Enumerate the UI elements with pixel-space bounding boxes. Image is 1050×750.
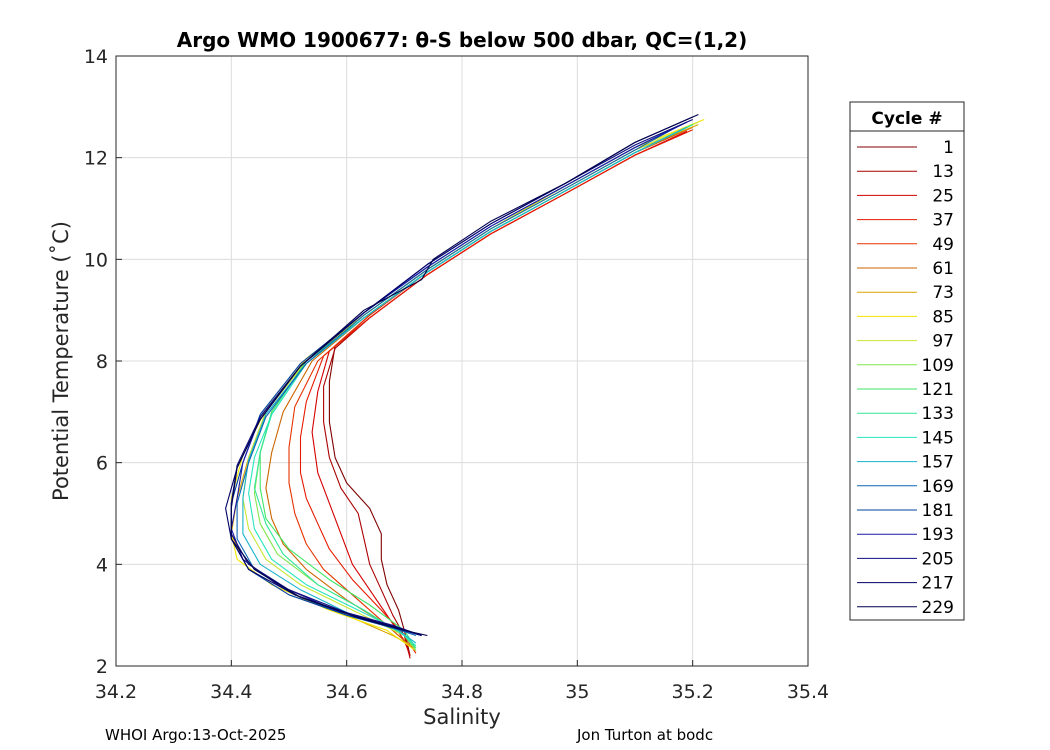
- y-tick-label: 14: [84, 46, 108, 68]
- y-axis: 2 4 6 8 10 12 14: [84, 46, 122, 678]
- x-tick-label: 34.2: [95, 681, 137, 703]
- y-tick-label: 6: [96, 453, 108, 475]
- y-axis-label: Potential Temperature (˚C): [49, 221, 73, 501]
- series-line-17: [230, 121, 688, 637]
- series-lines: [225, 113, 705, 659]
- y-tick-label: 12: [84, 148, 108, 170]
- x-tick-label: 35: [565, 681, 589, 703]
- legend-title: Cycle #: [871, 109, 942, 129]
- legend-label-73: 73: [932, 283, 954, 303]
- legend-label-169: 169: [922, 477, 954, 497]
- series-line-4: [299, 129, 693, 654]
- legend-label-145: 145: [922, 428, 954, 448]
- x-tick-label: 34.4: [210, 681, 252, 703]
- footer-right: Jon Turton at bodc: [576, 726, 713, 744]
- legend-label-133: 133: [922, 404, 954, 424]
- legend-label-97: 97: [932, 332, 954, 352]
- legend-entries: 1 13 25 37 49 61 73 85 97 109 121 133 145 157 169 181 19…: [857, 138, 954, 618]
- legend-box: [849, 101, 965, 621]
- series-line-14: [242, 126, 688, 644]
- legend-label-49: 49: [932, 235, 954, 255]
- legend-label-181: 181: [922, 501, 954, 521]
- legend-label-37: 37: [932, 211, 954, 231]
- legend-label-229: 229: [922, 598, 954, 618]
- legend-label-157: 157: [922, 453, 954, 473]
- legend-label-61: 61: [932, 259, 954, 279]
- x-tick-label: 34.6: [326, 681, 368, 703]
- y-tick-label: 2: [96, 656, 108, 678]
- legend-label-1: 1: [943, 138, 954, 158]
- legend-label-13: 13: [932, 162, 954, 182]
- x-tick-label: 35.2: [672, 681, 714, 703]
- x-axis-label: Salinity: [423, 705, 501, 729]
- x-tick-label: 35.4: [787, 681, 829, 703]
- legend-label-193: 193: [922, 525, 954, 545]
- chart-title: Argo WMO 1900677: θ-S below 500 dbar, QC…: [177, 28, 747, 52]
- legend: Cycle # 1 13 25 37 49 61 73 85 97 109 121 133 145 157…: [849, 101, 965, 621]
- legend-label-217: 217: [922, 574, 954, 594]
- grid-lines: [116, 56, 808, 666]
- legend-label-85: 85: [932, 307, 954, 327]
- x-axis: 34.2 34.4 34.6 34.8 35 35.2 35.4: [95, 660, 829, 703]
- legend-label-121: 121: [922, 380, 954, 400]
- legend-label-25: 25: [932, 186, 954, 206]
- footer-left: WHOI Argo:13-Oct-2025: [105, 726, 286, 744]
- x-tick-label: 34.8: [441, 681, 483, 703]
- legend-label-205: 205: [922, 549, 954, 569]
- y-tick-label: 8: [96, 351, 108, 373]
- series-line-20: [230, 113, 699, 637]
- y-tick-label: 10: [84, 249, 108, 271]
- y-tick-label: 4: [96, 554, 108, 576]
- legend-label-109: 109: [922, 356, 954, 376]
